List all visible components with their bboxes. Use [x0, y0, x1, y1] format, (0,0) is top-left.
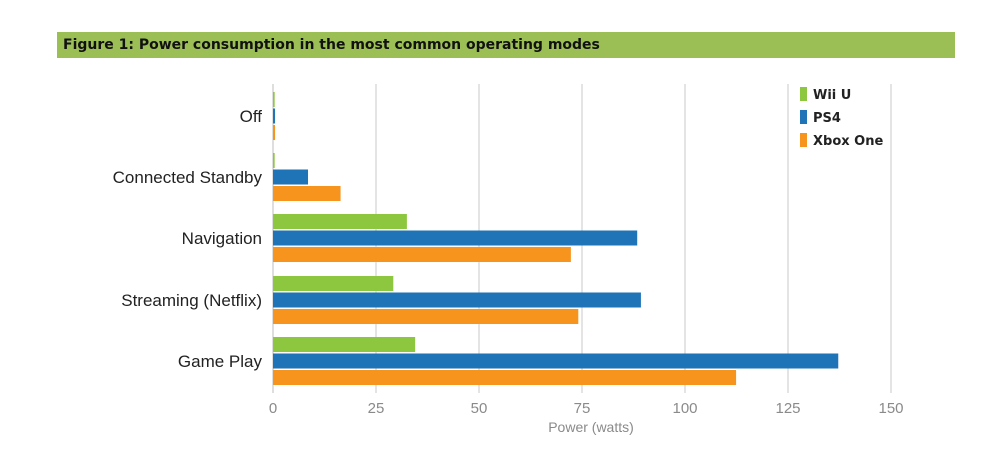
bar-xbox-one — [273, 125, 276, 140]
bar-xbox-one — [273, 186, 341, 201]
legend-label: Xbox One — [813, 134, 883, 149]
bar-wii-u — [273, 276, 394, 291]
category-label: Game Play — [178, 352, 263, 371]
x-tick-label: 0 — [269, 400, 277, 417]
legend-label: Wii U — [813, 88, 851, 103]
bars — [273, 92, 839, 385]
category-label: Navigation — [182, 229, 262, 248]
bar-wii-u — [273, 214, 407, 229]
x-tick-label: 25 — [368, 400, 385, 417]
legend-swatch — [800, 87, 807, 101]
x-tick-label: 50 — [471, 400, 488, 417]
chart-title: Figure 1: Power consumption in the most … — [63, 37, 600, 53]
category-label: Streaming (Netflix) — [121, 291, 262, 310]
bar-ps4 — [273, 230, 638, 246]
x-tick-label: 100 — [672, 400, 697, 417]
bar-xbox-one — [273, 309, 579, 324]
bar-wii-u — [273, 337, 416, 352]
legend-swatch — [800, 110, 807, 124]
x-tick-label: 125 — [775, 400, 800, 417]
bar-wii-u — [273, 153, 275, 168]
legend-swatch — [800, 133, 807, 147]
bar-xbox-one — [273, 370, 737, 385]
category-labels: Off Connected Standby Navigation Streaming … — [113, 107, 263, 371]
x-tick-label: 75 — [574, 400, 591, 417]
bar-wii-u — [273, 92, 275, 107]
bar-ps4 — [273, 169, 309, 185]
bar-ps4 — [273, 108, 276, 124]
bar-ps4 — [273, 292, 641, 308]
legend-label: PS4 — [813, 111, 841, 126]
chart-title-bar: Figure 1: Power consumption in the most … — [57, 32, 955, 58]
x-axis-ticks: 0 25 50 75 100 125 150 — [269, 400, 904, 417]
bar-xbox-one — [273, 247, 571, 262]
bar-ps4 — [273, 353, 839, 369]
x-axis-title: Power (watts) — [548, 419, 634, 435]
legend: Wii U PS4 Xbox One — [800, 87, 883, 149]
x-tick-label: 150 — [878, 400, 903, 417]
category-label: Off — [240, 107, 263, 126]
category-label: Connected Standby — [113, 168, 263, 187]
